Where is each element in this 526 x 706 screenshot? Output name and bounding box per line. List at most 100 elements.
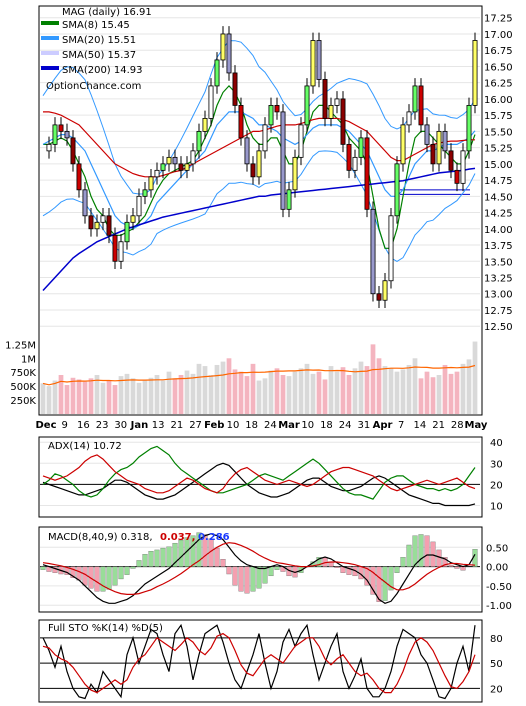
candle-body <box>184 163 190 171</box>
adx-legend: ADX(14) 10.72 <box>48 441 122 452</box>
macd-histogram-bar <box>400 557 406 567</box>
candle-body <box>388 215 394 282</box>
macd-histogram-bar <box>130 566 136 569</box>
macd-axis-labels: 0.50 0.00 -0.50 -1.00 <box>486 543 512 612</box>
price-tick-label: 16.50 <box>484 62 513 73</box>
macd-histogram-bar <box>262 566 268 584</box>
date-label: Feb <box>204 420 224 431</box>
candle-body <box>172 156 178 165</box>
volume-bar <box>454 371 460 414</box>
candle-body <box>382 280 388 301</box>
macd-histogram-bar <box>394 566 400 573</box>
price-tick-label: 14.25 <box>484 209 513 220</box>
macd-histogram-bar <box>244 566 250 594</box>
date-label: 24 <box>339 420 352 431</box>
adx-tick-label: 40 <box>490 438 503 449</box>
volume-bar <box>70 377 76 414</box>
candle-body <box>340 98 346 145</box>
sto-lines <box>42 623 476 700</box>
volume-bar <box>238 371 244 414</box>
macd-histogram-bar <box>184 537 190 567</box>
price-tick-label: 15.25 <box>484 144 513 155</box>
macd-histogram-bar <box>250 566 256 592</box>
volume-tick-label: 500K <box>10 382 36 393</box>
candle-body <box>112 234 118 262</box>
sto-legend: Full STO %K(14) %D(5) <box>48 623 163 634</box>
macd-histogram-bar <box>430 541 436 567</box>
candle-body <box>160 163 166 171</box>
price-tick-label: 12.50 <box>484 322 513 333</box>
candle-body <box>412 85 418 113</box>
macd-legend-hist: 0.286 <box>198 532 230 543</box>
macd-histogram-bar <box>376 566 382 602</box>
candle-body <box>70 137 76 165</box>
candle-body <box>442 130 448 152</box>
adx-tick-label: 30 <box>490 459 503 470</box>
candle-body <box>220 33 226 61</box>
price-tick-label: 17.00 <box>484 30 513 41</box>
price-tick-label: 13.00 <box>484 290 513 301</box>
price-tick-label: 12.75 <box>484 306 513 317</box>
candle-body <box>124 221 130 243</box>
candle-body <box>196 130 202 152</box>
candle-body <box>460 150 466 184</box>
price-tick-label: 16.75 <box>484 46 513 57</box>
candle-body <box>232 72 238 106</box>
macd-histogram-bar <box>142 554 148 567</box>
price-tick-label: 14.50 <box>484 192 513 203</box>
volume-bar <box>322 379 328 414</box>
adx-grid <box>40 441 480 506</box>
volume-bar <box>172 378 178 414</box>
volume-bar <box>40 383 46 414</box>
macd-histogram-bar <box>268 566 274 577</box>
volume-bar <box>298 368 304 414</box>
macd-histogram-bar <box>196 532 202 567</box>
volume-bar <box>268 370 274 414</box>
macd-histogram-bar <box>406 544 412 567</box>
macd-histogram-bar <box>256 566 262 589</box>
macd-histogram-bar <box>118 566 124 580</box>
macd-histogram-bar <box>454 566 460 569</box>
volume-bar <box>118 376 124 414</box>
legend-swatch-sma8 <box>41 21 59 25</box>
volume-bar <box>334 371 340 414</box>
candle-body <box>58 124 64 132</box>
candle-body <box>46 143 52 152</box>
candle-body <box>346 143 352 171</box>
macd-histogram-bar <box>40 566 46 570</box>
price-tick-label: 13.25 <box>484 274 513 285</box>
candle-body <box>352 156 358 171</box>
candle-body <box>304 85 310 126</box>
candle-body <box>298 124 304 158</box>
candle-body <box>376 293 382 301</box>
volume-bar <box>136 382 142 414</box>
source-label: OptionChance.com <box>46 81 141 92</box>
volume-bar <box>394 371 400 414</box>
macd-tick-label: -0.50 <box>486 582 512 593</box>
macd-histogram-bar <box>370 566 376 595</box>
adx-line-adx <box>42 462 476 507</box>
volume-bar <box>388 368 394 414</box>
volume-bar <box>160 380 166 414</box>
candle-body <box>244 137 250 165</box>
volume-bar <box>208 375 214 414</box>
volume-bar <box>370 344 376 414</box>
candle-body <box>250 163 256 178</box>
volume-bar <box>184 370 190 414</box>
candle-body <box>100 215 106 223</box>
candle-body <box>256 150 262 178</box>
date-label: 31 <box>357 420 370 431</box>
volume-bar <box>154 375 160 414</box>
date-label: Apr <box>373 420 393 431</box>
volume-bar <box>220 361 226 414</box>
volume-bar <box>64 385 70 414</box>
candle-body <box>208 85 214 119</box>
macd-histogram-bar <box>436 549 442 567</box>
macd-histogram-bar <box>412 535 418 567</box>
legend-title: MAG (daily) 16.91 <box>62 7 152 18</box>
macd-histogram-bar <box>100 566 106 592</box>
date-label: May <box>465 420 488 431</box>
candle-body <box>424 124 430 145</box>
candle-body <box>82 189 88 217</box>
volume-bar <box>82 381 88 414</box>
